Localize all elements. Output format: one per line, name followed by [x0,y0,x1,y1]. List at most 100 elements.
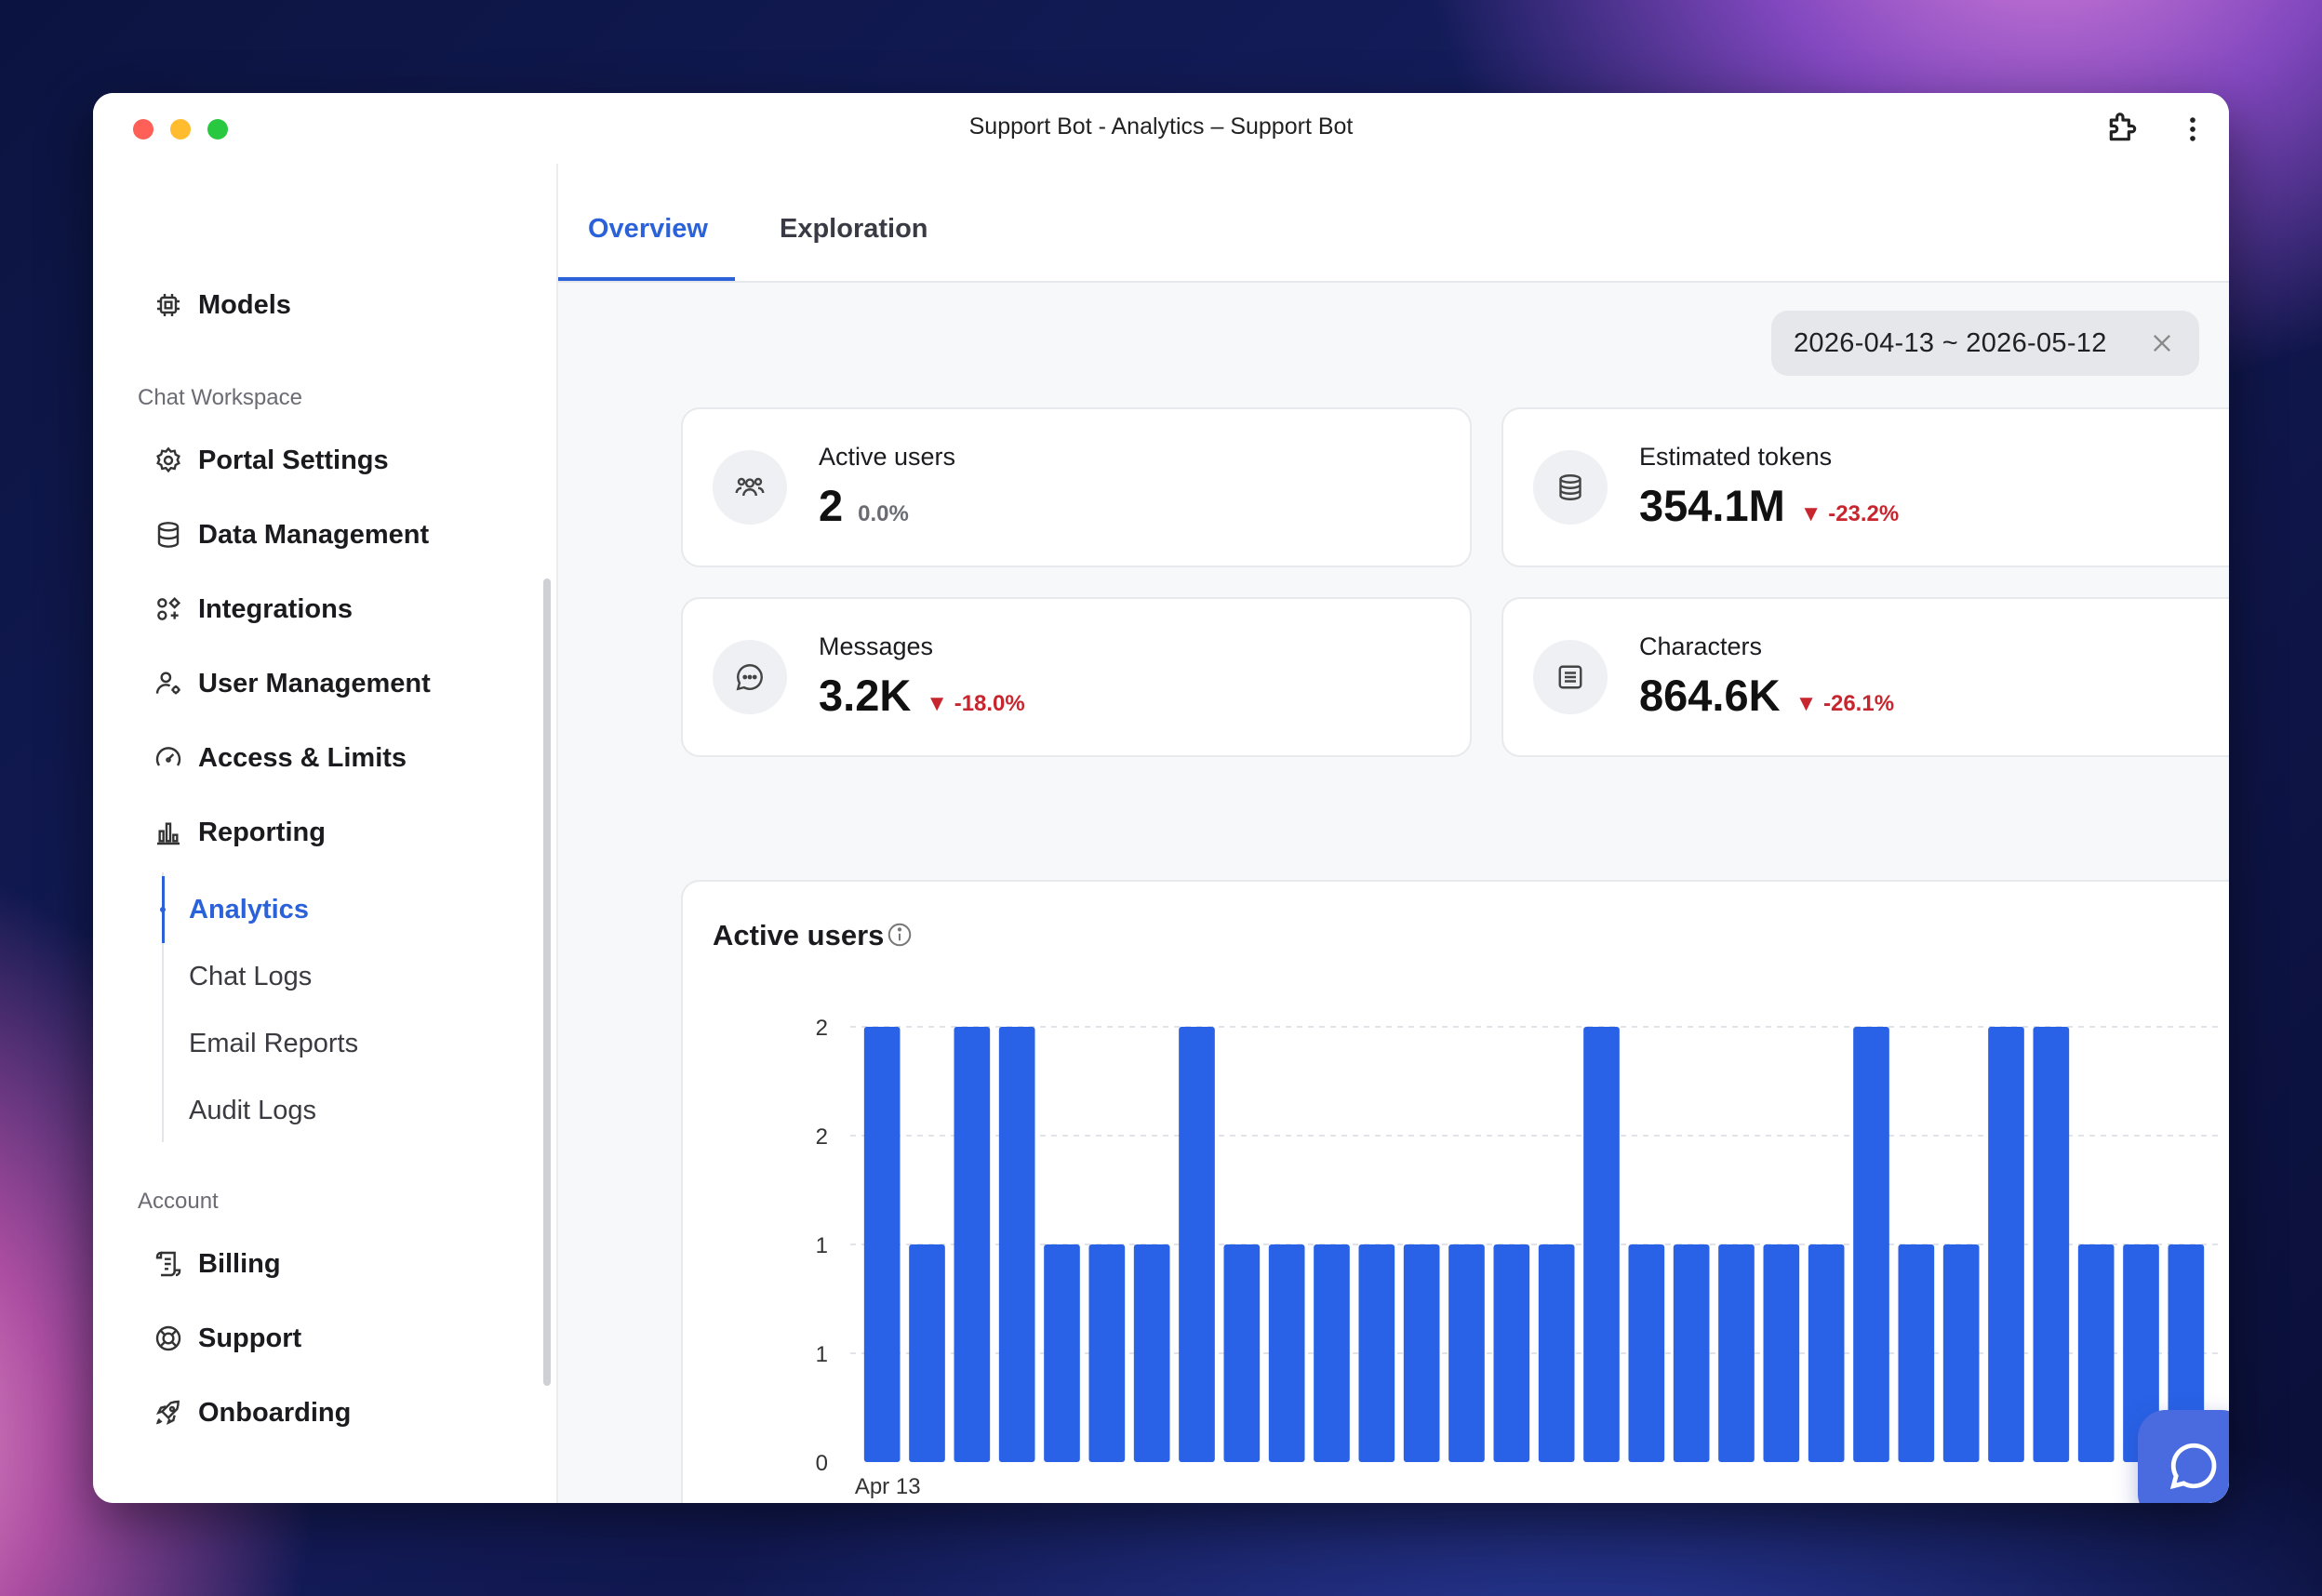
database-icon [152,518,185,552]
lifebuoy-icon [152,1322,185,1355]
sidebar-item-integrations[interactable]: Integrations [130,581,574,637]
sidebar-item-label: Support [198,1323,302,1353]
bar [954,1027,991,1462]
close-window-button[interactable] [133,119,153,140]
stat-delta: ▼ -23.2% [1799,501,1900,526]
active-users-chart-card: Active users 0 1 1 2 2 Apr 13 [681,880,2229,1503]
clear-date-icon[interactable] [2149,330,2175,356]
active-tab-indicator [558,277,735,281]
stat-value-row: 2 0.0% [819,480,909,531]
sidebar-item-label: Access & Limits [198,742,407,773]
stat-card-messages: Messages 3.2K ▼ -18.0% [681,597,1472,757]
bar [1314,1244,1350,1462]
sidebar-item-models[interactable]: Models [130,277,540,333]
bar [1988,1027,2024,1462]
rocket-icon [152,1396,185,1430]
sidebar-item-label: Reporting [198,817,326,847]
section-label-chat-workspace: Chat Workspace [138,385,302,410]
stat-card-active-users: Active users 2 0.0% [681,407,1472,567]
stat-card-estimated-tokens: Estimated tokens 354.1M ▼ -23.2% [1501,407,2229,567]
bar [2168,1244,2205,1462]
stat-label: Estimated tokens [1639,443,1833,471]
submenu-guide-line [162,872,164,1142]
y-tick-label: 1 [816,1233,828,1258]
sidebar-item-label: Data Management [198,519,430,550]
sidebar-item-billing[interactable]: Billing [130,1236,540,1292]
sidebar-item-analytics[interactable]: Analytics [189,894,309,924]
stat-delta: ▼ -18.0% [926,691,1025,716]
bar [1358,1244,1395,1462]
chart-title: Active users [713,919,885,951]
sidebar-item-chat-logs[interactable]: Chat Logs [189,961,313,991]
bar [1538,1244,1575,1462]
sidebar-item-data-management[interactable]: Data Management [130,507,574,563]
sidebar-item-onboarding[interactable]: Onboarding [130,1385,540,1441]
stat-value: 864.6K [1639,671,1781,720]
sidebar-item-user-management[interactable]: User Management [130,656,574,712]
bar [1942,1244,1980,1462]
bar [1763,1244,1800,1462]
stat-card-characters: Characters 864.6K ▼ -26.1% [1501,597,2229,757]
maximize-window-button[interactable] [207,119,228,140]
date-range-filter[interactable]: 2026-04-13 ~ 2026-05-12 [1771,311,2199,376]
date-range-text: 2026-04-13 ~ 2026-05-12 [1794,327,2107,358]
stat-value: 3.2K [819,671,912,720]
sidebar-item-label: Onboarding [198,1397,352,1428]
sidebar-item-label: Portal Settings [198,445,389,475]
y-tick-label: 1 [816,1342,828,1367]
sidebar-item-portal-settings[interactable]: Portal Settings [130,432,574,488]
stat-label: Characters [1639,632,1763,660]
sidebar-item-access-limits[interactable]: Access & Limits [130,730,574,786]
y-tick-label: 2 [816,1016,828,1041]
chat-launcher-button[interactable] [2138,1410,2229,1503]
chat-bubble-icon [713,640,787,714]
bar [863,1027,901,1462]
bar [1808,1244,1845,1462]
tab-bar: Overview Exploration [558,164,2229,283]
x-tick-label: Apr 13 [855,1474,921,1499]
stat-value-row: 3.2K ▼ -18.0% [819,670,1025,721]
stat-value: 354.1M [1639,481,1785,530]
minimize-window-button[interactable] [170,119,191,140]
bar [1673,1244,1710,1462]
gauge-icon [152,741,185,775]
sidebar-item-audit-logs[interactable]: Audit Logs [189,1095,317,1125]
integrations-icon [152,592,185,626]
sidebar-item-email-reports[interactable]: Email Reports [189,1028,359,1058]
section-label-account: Account [138,1189,219,1214]
bar-chart-icon [152,816,185,849]
tab-exploration[interactable]: Exploration [780,214,928,244]
stat-delta: ▼ -26.1% [1795,691,1895,716]
bar [909,1244,945,1462]
bar [1044,1244,1080,1462]
bar [2077,1244,2115,1462]
sidebar-item-reporting[interactable]: Reporting [130,805,578,860]
bar [998,1027,1035,1462]
sidebar-item-label: Integrations [198,593,353,624]
more-vertical-icon[interactable] [2177,113,2209,145]
coins-icon [1533,450,1608,525]
bar [1718,1244,1755,1462]
tab-overview[interactable]: Overview [588,214,708,244]
bar [1448,1244,1485,1462]
bar [1088,1244,1126,1462]
sidebar-item-label: User Management [198,668,431,698]
stat-label: Active users [819,443,956,471]
sidebar-scrollbar[interactable] [543,579,551,1386]
bar [1403,1244,1440,1462]
bar [1268,1244,1305,1462]
bar [2123,1244,2159,1462]
receipt-icon [152,1247,185,1281]
app-window: Support Bot - Analytics – Support Bot Mo… [93,93,2229,1503]
bar [2033,1027,2070,1462]
bar [1133,1244,1170,1462]
bar [1223,1244,1261,1462]
submenu-active-dot [160,907,166,912]
user-gear-icon [152,667,185,700]
sidebar-item-support[interactable]: Support [130,1310,540,1366]
chat-bubble-icon [2169,1443,2217,1490]
info-icon[interactable] [886,921,914,949]
extension-icon[interactable] [2105,110,2141,145]
sidebar-item-label: Billing [198,1248,281,1279]
users-icon [713,450,787,525]
